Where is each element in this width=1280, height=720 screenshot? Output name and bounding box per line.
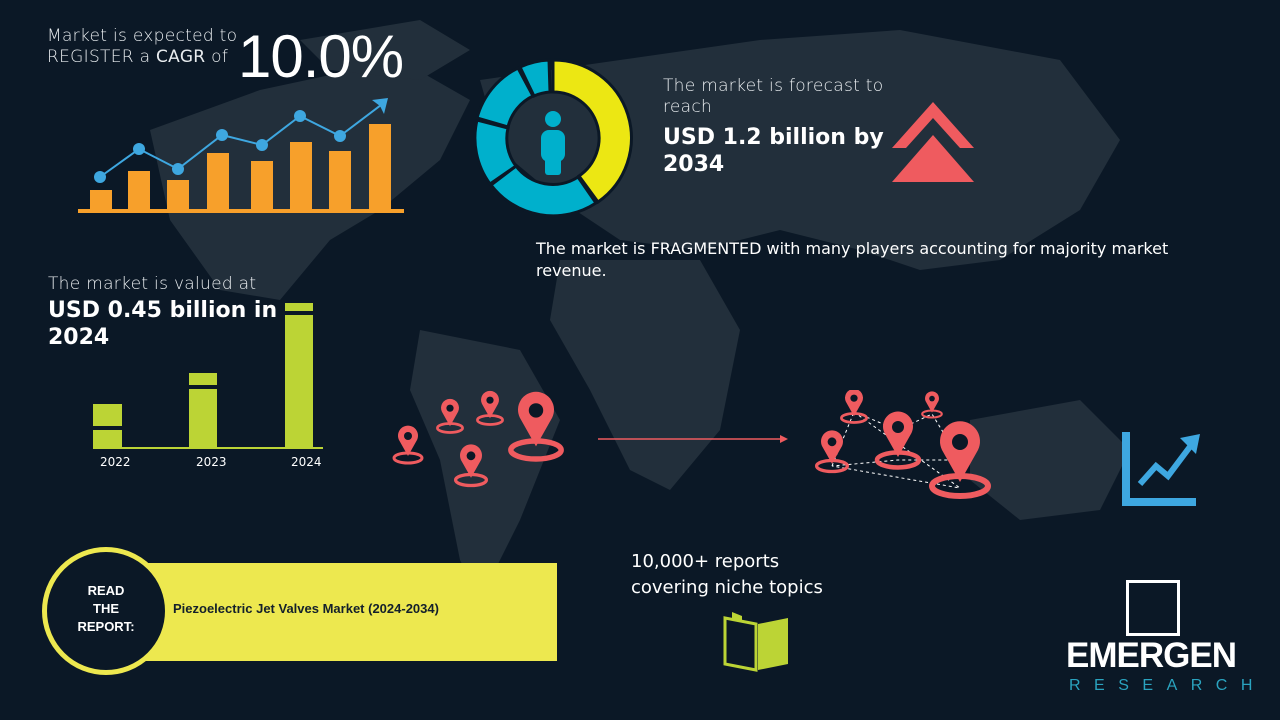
double-up-arrow-icon <box>892 102 974 182</box>
year-2023: 2023 <box>196 455 227 469</box>
logo-name: EMERGEN <box>1066 636 1237 675</box>
year-2024: 2024 <box>291 455 322 469</box>
bar-2024 <box>285 303 313 449</box>
icon-bar <box>90 190 112 210</box>
reports-line1: 10,000+ reports <box>631 551 780 572</box>
icon-bar <box>369 124 391 210</box>
report-label: REPORT: <box>77 619 135 634</box>
valued-value: USD 0.45 billion in 2024 <box>48 298 278 350</box>
cagr-line1: Market is expected to <box>47 26 238 46</box>
cagr-value: 10.0% <box>238 23 404 90</box>
icon-bar <box>329 151 351 210</box>
cagr-bold: CAGR <box>156 47 206 67</box>
logo-sub: RESEARCH <box>1069 677 1266 694</box>
cagr-line2: REGISTER a CAGR of <box>47 47 237 68</box>
forecast-intro: The market is forecast to reach <box>663 76 884 117</box>
growth-chart-icon <box>78 98 404 213</box>
logo-square-icon <box>1126 580 1180 636</box>
open-book-icon <box>723 612 788 672</box>
trend-chart-icon <box>1122 432 1200 506</box>
bar-2023 <box>189 373 217 449</box>
donut-person-icon <box>473 58 633 218</box>
cagr-pre: REGISTER a <box>47 47 151 67</box>
icon-bar <box>128 171 150 210</box>
location-pins-graphic <box>392 390 1020 510</box>
icon-bar <box>251 161 273 210</box>
read-report-circle[interactable]: READ THE REPORT: <box>42 547 170 675</box>
forecast-value: USD 1.2 billion by 2034 <box>663 125 884 177</box>
report-title-link[interactable]: Piezoelectric Jet Valves Market (2024-20… <box>173 601 439 616</box>
reports-text: 10,000+ reports covering niche topics <box>631 549 823 601</box>
value-bar-chart <box>93 303 323 449</box>
cagr-text: Market is expected to REGISTER a CAGR of <box>47 26 237 68</box>
icon-bar <box>167 180 189 210</box>
read-label: READ <box>87 583 125 598</box>
year-2022: 2022 <box>100 455 131 469</box>
reports-line2: covering niche topics <box>631 577 823 598</box>
the-label: THE <box>93 601 119 616</box>
report-banner[interactable]: Piezoelectric Jet Valves Market (2024-20… <box>145 563 557 661</box>
icon-bar <box>290 142 312 210</box>
valued-intro: The market is valued at <box>48 274 257 294</box>
cagr-post: of <box>211 47 229 67</box>
fragmented-text: The market is FRAGMENTED with many playe… <box>536 239 1169 280</box>
icon-bar <box>207 153 229 210</box>
